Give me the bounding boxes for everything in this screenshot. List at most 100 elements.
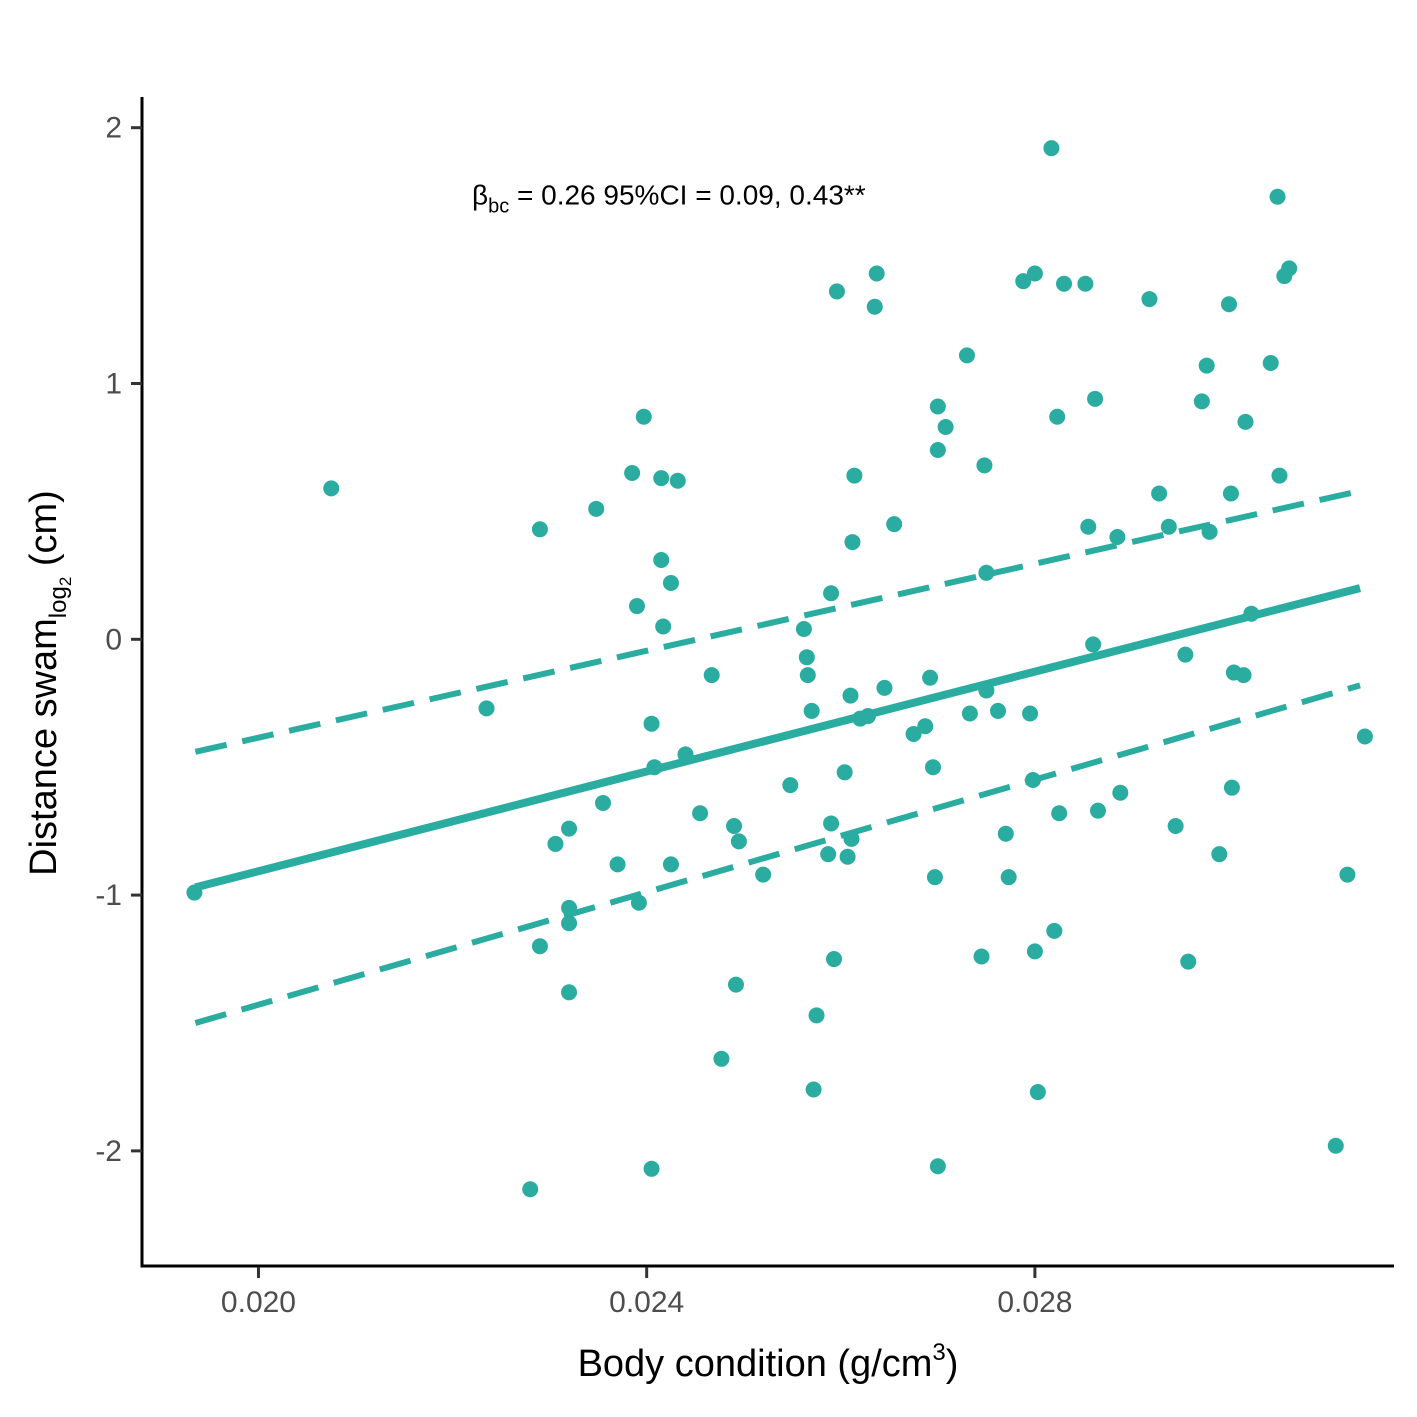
data-point <box>958 347 975 364</box>
data-point <box>1269 188 1286 205</box>
x-axis-title: Body condition (g/cm3) <box>578 1339 959 1385</box>
data-point <box>1356 728 1373 745</box>
data-point <box>805 1081 822 1098</box>
data-point <box>692 805 709 822</box>
data-point <box>1000 869 1017 886</box>
data-point <box>844 534 861 551</box>
data-point <box>669 472 686 489</box>
data-point <box>1141 291 1158 308</box>
data-point <box>662 575 679 592</box>
beta-symbol: β <box>472 179 488 210</box>
stats-annotation: βbc = 0.26 95%CI = 0.09, 0.43** <box>472 179 866 217</box>
y-axis-ticks: 2 1 0 -1 -2 <box>95 112 142 1168</box>
x-tick-label: 0.024 <box>609 1286 684 1319</box>
data-point <box>868 265 885 282</box>
y-tick-label: -2 <box>95 1135 122 1168</box>
data-point <box>713 1050 730 1067</box>
data-point <box>1080 518 1097 535</box>
data-point <box>646 759 663 776</box>
data-point <box>1180 953 1197 970</box>
y-tick-label: -1 <box>95 879 122 912</box>
data-point <box>997 825 1014 842</box>
data-point <box>1271 467 1288 484</box>
data-point <box>866 298 883 315</box>
y-tick-label: 1 <box>105 367 122 400</box>
data-point <box>1026 265 1043 282</box>
data-point <box>846 467 863 484</box>
data-point <box>531 938 548 955</box>
data-point <box>677 746 694 763</box>
data-point <box>820 846 837 863</box>
data-point <box>595 795 612 812</box>
data-point <box>937 418 954 435</box>
data-point <box>1160 518 1177 535</box>
data-point <box>624 465 641 482</box>
data-point <box>655 618 672 635</box>
data-point <box>1177 646 1194 663</box>
data-point <box>547 835 564 852</box>
data-point <box>186 884 203 901</box>
data-point <box>703 667 720 684</box>
data-point <box>1235 667 1252 684</box>
regression-line-group <box>194 584 1362 892</box>
x-axis-title-superscript: 3 <box>932 1339 945 1366</box>
data-point <box>990 702 1007 719</box>
data-point <box>653 470 670 487</box>
y-axis-title-subscript-2: 2 <box>56 577 75 586</box>
data-point <box>808 1007 825 1024</box>
data-point <box>1015 273 1032 290</box>
x-tick-label: 0.028 <box>997 1286 1072 1319</box>
data-point <box>635 408 652 425</box>
data-point <box>1243 605 1260 622</box>
data-point <box>1281 260 1298 277</box>
data-point <box>1077 275 1094 292</box>
data-point <box>1109 528 1126 545</box>
y-axis-title: Distance swamlog2 (cm) <box>23 490 75 876</box>
data-point <box>1223 779 1240 796</box>
data-point <box>1029 1084 1046 1101</box>
annotation-text: = 0.26 95%CI = 0.09, 0.43** <box>509 179 866 210</box>
data-point <box>961 705 978 722</box>
data-point <box>976 457 993 474</box>
data-point <box>782 777 799 794</box>
data-point <box>1043 140 1060 157</box>
data-point <box>1024 771 1041 788</box>
data-point <box>1198 357 1215 374</box>
data-point <box>643 715 660 732</box>
regression-line <box>194 584 1362 892</box>
data-point <box>1237 413 1254 430</box>
data-point <box>1221 296 1238 313</box>
ci-upper-line <box>194 488 1361 755</box>
data-point <box>842 687 859 704</box>
data-point <box>662 856 679 873</box>
data-point <box>561 899 578 916</box>
confidence-band-lines <box>194 488 1361 1026</box>
beta-subscript: bc <box>488 195 509 217</box>
data-point <box>522 1181 539 1198</box>
data-point <box>886 516 903 533</box>
data-point <box>643 1160 660 1177</box>
data-point <box>561 984 578 1001</box>
data-point <box>1022 705 1039 722</box>
data-point <box>727 976 744 993</box>
data-point <box>839 848 856 865</box>
x-tick-label: 0.020 <box>221 1286 296 1319</box>
data-point <box>1112 784 1129 801</box>
data-point <box>926 869 943 886</box>
y-tick-label: 2 <box>105 112 122 145</box>
data-point <box>561 820 578 837</box>
data-point <box>929 442 946 459</box>
data-point <box>978 682 995 699</box>
data-point <box>978 564 995 581</box>
data-point <box>630 894 647 911</box>
data-point <box>609 856 626 873</box>
data-point <box>803 702 820 719</box>
data-point <box>1167 818 1184 835</box>
data-point <box>795 621 812 638</box>
data-point <box>929 1158 946 1175</box>
data-point <box>1046 922 1063 939</box>
data-point <box>843 830 860 847</box>
data-point <box>825 951 842 968</box>
data-point <box>588 500 605 517</box>
data-point <box>973 948 990 965</box>
